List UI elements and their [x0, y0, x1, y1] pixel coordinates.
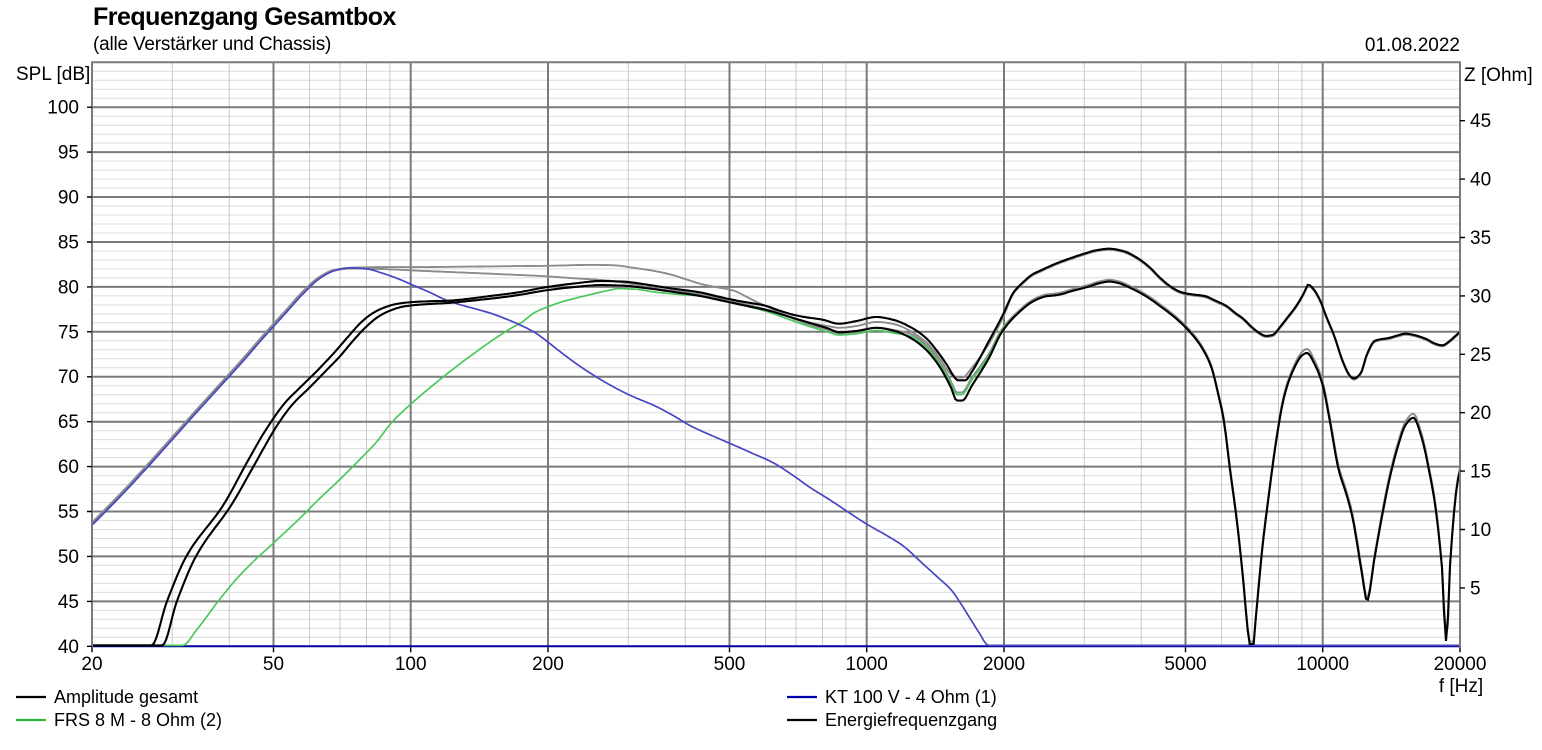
svg-text:65: 65: [58, 412, 79, 433]
svg-text:2000: 2000: [983, 654, 1025, 675]
svg-text:70: 70: [58, 367, 79, 388]
svg-text:50: 50: [58, 547, 79, 568]
svg-text:Amplitude gesamt: Amplitude gesamt: [54, 687, 198, 707]
svg-text:35: 35: [1470, 228, 1491, 249]
svg-text:500: 500: [714, 654, 746, 675]
svg-text:100: 100: [47, 98, 79, 119]
svg-text:55: 55: [58, 502, 79, 523]
svg-text:25: 25: [1470, 345, 1491, 366]
svg-text:90: 90: [58, 188, 79, 209]
svg-text:20: 20: [1470, 403, 1491, 424]
svg-text:FRS 8 M - 8 Ohm (2): FRS 8 M - 8 Ohm (2): [54, 710, 222, 730]
svg-text:75: 75: [58, 322, 79, 343]
svg-text:50: 50: [263, 654, 284, 675]
svg-text:01.08.2022: 01.08.2022: [1365, 35, 1460, 56]
svg-text:Energiefrequenzgang: Energiefrequenzgang: [825, 710, 997, 730]
svg-text:5: 5: [1470, 578, 1481, 599]
svg-text:f [Hz]: f [Hz]: [1439, 676, 1483, 697]
svg-text:85: 85: [58, 233, 79, 254]
svg-text:45: 45: [58, 592, 79, 613]
svg-text:(alle Verstärker und Chassis): (alle Verstärker und Chassis): [93, 34, 331, 55]
svg-text:45: 45: [1470, 111, 1491, 132]
svg-text:Frequenzgang Gesamtbox: Frequenzgang Gesamtbox: [93, 3, 397, 31]
svg-text:SPL [dB]: SPL [dB]: [16, 64, 90, 85]
svg-text:5000: 5000: [1164, 654, 1206, 675]
svg-text:15: 15: [1470, 462, 1491, 483]
svg-text:10: 10: [1470, 520, 1491, 541]
svg-text:20: 20: [81, 654, 102, 675]
svg-text:40: 40: [1470, 170, 1491, 191]
svg-text:20000: 20000: [1434, 654, 1487, 675]
svg-text:30: 30: [1470, 286, 1491, 307]
svg-text:100: 100: [395, 654, 427, 675]
svg-text:95: 95: [58, 143, 79, 164]
svg-text:1000: 1000: [846, 654, 888, 675]
svg-text:80: 80: [58, 277, 79, 298]
svg-text:KT 100 V - 4 Ohm (1): KT 100 V - 4 Ohm (1): [825, 687, 997, 707]
svg-text:10000: 10000: [1296, 654, 1349, 675]
svg-text:40: 40: [58, 637, 79, 658]
svg-text:200: 200: [532, 654, 564, 675]
svg-text:Z [Ohm]: Z [Ohm]: [1464, 65, 1533, 86]
svg-text:60: 60: [58, 457, 79, 478]
